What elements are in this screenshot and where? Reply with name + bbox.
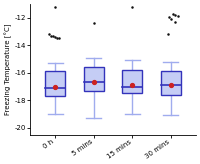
- FancyBboxPatch shape: [122, 70, 142, 93]
- Y-axis label: Freezing Temperature [°C]: Freezing Temperature [°C]: [4, 24, 12, 115]
- FancyBboxPatch shape: [45, 72, 65, 96]
- FancyBboxPatch shape: [84, 67, 104, 91]
- FancyBboxPatch shape: [161, 72, 181, 95]
